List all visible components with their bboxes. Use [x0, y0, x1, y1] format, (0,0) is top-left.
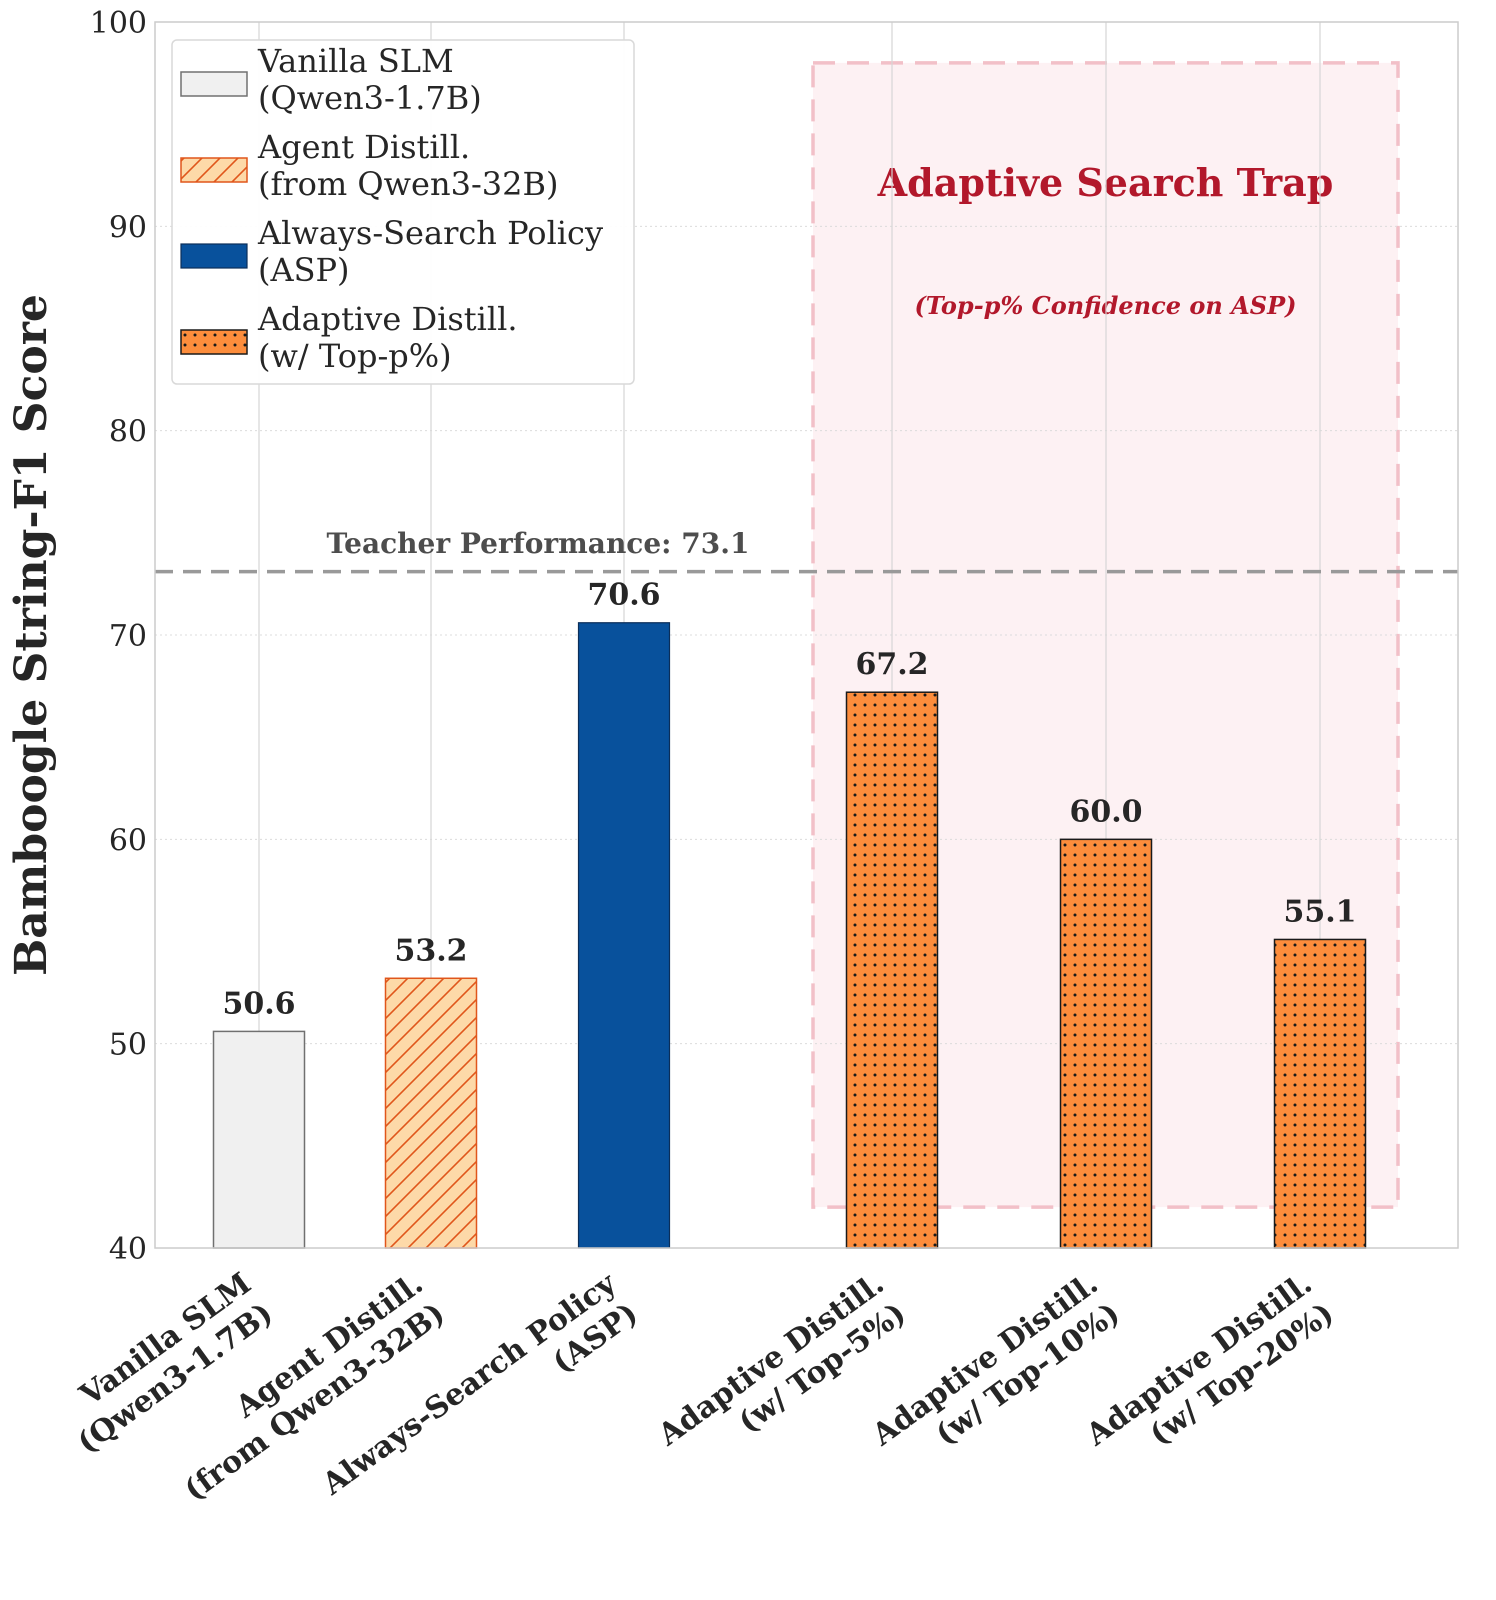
- bar-adaptive: [1273, 938, 1367, 1249]
- bar-value-label: 70.6: [587, 578, 660, 613]
- bar-asp: [577, 622, 671, 1249]
- y-tick-label: 90: [109, 210, 147, 245]
- legend-swatch-asp: [180, 243, 248, 269]
- legend-entry-label: (Qwen3-1.7B): [258, 79, 482, 117]
- bar-agent: [384, 977, 478, 1249]
- legend-swatch-adaptive: [180, 329, 248, 355]
- legend-entry-label: (w/ Top-p%): [258, 337, 452, 375]
- teacher-reference-label: Teacher Performance: 73.1: [327, 527, 750, 560]
- bar-adaptive: [845, 691, 939, 1249]
- legend-entry-label: Agent Distill.: [257, 128, 470, 166]
- legend-swatch-vanilla: [180, 71, 248, 97]
- legend-entry-label: Vanilla SLM: [257, 42, 454, 80]
- bars: 50.6 53.2 70.6 67.2 60.0 55.1: [212, 578, 1367, 1249]
- bar-value-label: 53.2: [394, 933, 467, 968]
- legend-swatch-agent: [180, 157, 248, 183]
- y-tick-label: 50: [109, 1028, 147, 1063]
- legend-entry-label: (from Qwen3-32B): [258, 165, 558, 203]
- bar-adaptive: [1059, 838, 1153, 1249]
- x-tick-label: Adaptive Distill.(w/ Top-20%): [1079, 1266, 1340, 1483]
- reference-line-layer: Teacher Performance: 73.1: [155, 527, 1458, 574]
- legend-entry-label: Adaptive Distill.: [257, 300, 517, 338]
- bar-value-label: 55.1: [1283, 894, 1356, 929]
- legend: Vanilla SLM(Qwen3-1.7B) Agent Distill.(fr…: [171, 39, 635, 385]
- plot-frame: [154, 21, 1459, 1249]
- legend-box: [171, 39, 635, 385]
- x-tick-label: Adaptive Distill.(w/ Top-10%): [865, 1266, 1126, 1483]
- y-tick-label: 70: [109, 619, 147, 654]
- x-tick-label: Adaptive Distill.(w/ Top-5%): [651, 1266, 912, 1483]
- y-tick-label: 40: [109, 1232, 147, 1267]
- legend-entry-label: (ASP): [258, 251, 350, 289]
- bar-value-label: 67.2: [855, 647, 928, 682]
- y-tick-label: 80: [109, 415, 147, 450]
- legend-entry-label: Always-Search Policy: [257, 214, 603, 252]
- y-tick-label: 100: [90, 6, 147, 41]
- bar-value-label: 60.0: [1069, 794, 1142, 829]
- bar-vanilla: [212, 1030, 306, 1249]
- y-tick-label: 60: [109, 823, 147, 858]
- y-axis-label: Bamboogle String-F1 Score: [6, 294, 57, 976]
- highlight-region-title: Adaptive Search Trap: [877, 160, 1334, 205]
- bar-value-label: 50.6: [222, 986, 295, 1021]
